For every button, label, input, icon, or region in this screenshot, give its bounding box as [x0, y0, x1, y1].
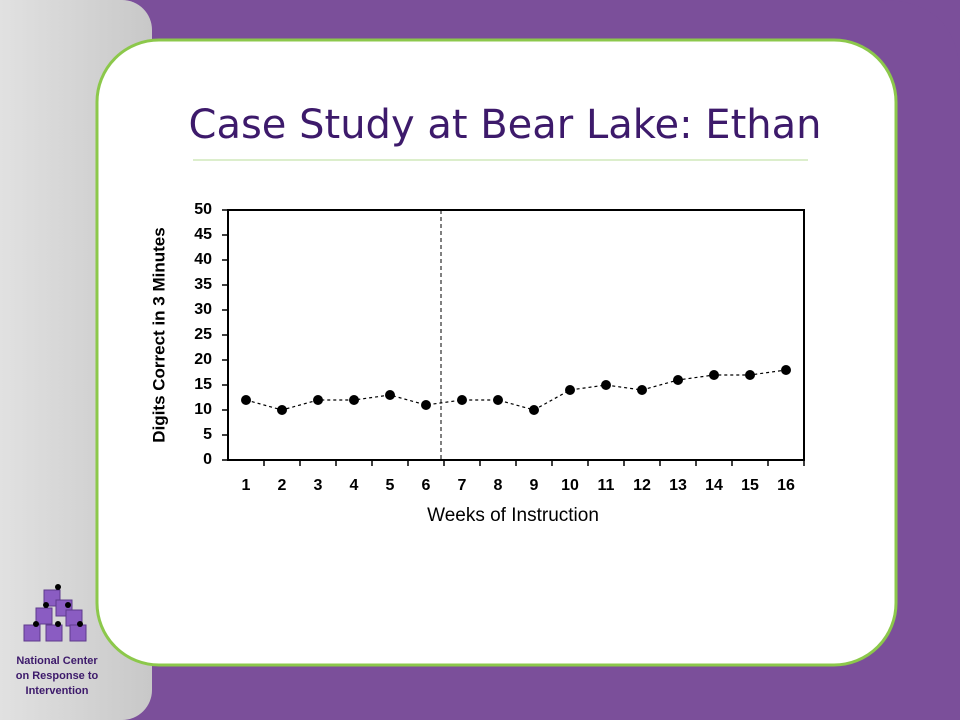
x-tick-label: 6 [422, 477, 431, 494]
x-tick-label: 14 [705, 477, 723, 494]
data-point [457, 395, 467, 405]
y-tick-label: 10 [194, 401, 212, 418]
data-point [313, 395, 323, 405]
data-point [493, 395, 503, 405]
data-point [745, 370, 755, 380]
y-tick-label: 20 [194, 351, 212, 368]
data-point [601, 380, 611, 390]
x-tick-label: 10 [561, 477, 579, 494]
slide-title: Case Study at Bear Lake: Ethan [189, 102, 822, 148]
data-point [673, 375, 683, 385]
y-tick-label: 35 [194, 276, 212, 293]
content-card [95, 38, 898, 667]
y-axis-label: Digits Correct in 3 Minutes [149, 227, 168, 442]
data-point [565, 385, 575, 395]
x-tick-label: 3 [314, 477, 323, 494]
data-point [637, 385, 647, 395]
data-point [241, 395, 251, 405]
x-tick-label: 16 [777, 477, 795, 494]
y-tick-label: 0 [203, 451, 212, 468]
data-point [781, 365, 791, 375]
y-tick-label: 15 [194, 376, 212, 393]
x-tick-label: 11 [598, 477, 615, 494]
x-tick-label: 13 [669, 477, 687, 494]
logo [23, 584, 87, 642]
x-tick-label: 4 [350, 477, 359, 494]
x-tick-label: 1 [242, 477, 251, 494]
y-tick-label: 5 [203, 426, 212, 443]
x-tick-label: 7 [458, 477, 467, 494]
x-tick-label: 5 [386, 477, 395, 494]
org-name: Intervention [26, 685, 89, 697]
series-line [245, 369, 787, 411]
y-tick-label: 50 [194, 201, 212, 218]
y-tick-label: 45 [194, 226, 212, 243]
x-tick-label: 15 [741, 477, 759, 494]
x-tick-label: 9 [530, 477, 539, 494]
data-point [709, 370, 719, 380]
data-point [421, 400, 431, 410]
x-axis-label: Weeks of Instruction [427, 505, 599, 526]
data-point [277, 405, 287, 415]
x-tick-label: 8 [494, 477, 503, 494]
x-tick-label: 12 [633, 477, 651, 494]
data-point [529, 405, 539, 415]
org-name: National Center [16, 655, 98, 667]
data-point [349, 395, 359, 405]
y-tick-label: 40 [194, 251, 212, 268]
data-point [385, 390, 395, 400]
y-tick-label: 30 [194, 301, 212, 318]
x-tick-label: 2 [278, 477, 287, 494]
y-tick-label: 25 [194, 326, 212, 343]
org-name: on Response to [16, 670, 99, 682]
